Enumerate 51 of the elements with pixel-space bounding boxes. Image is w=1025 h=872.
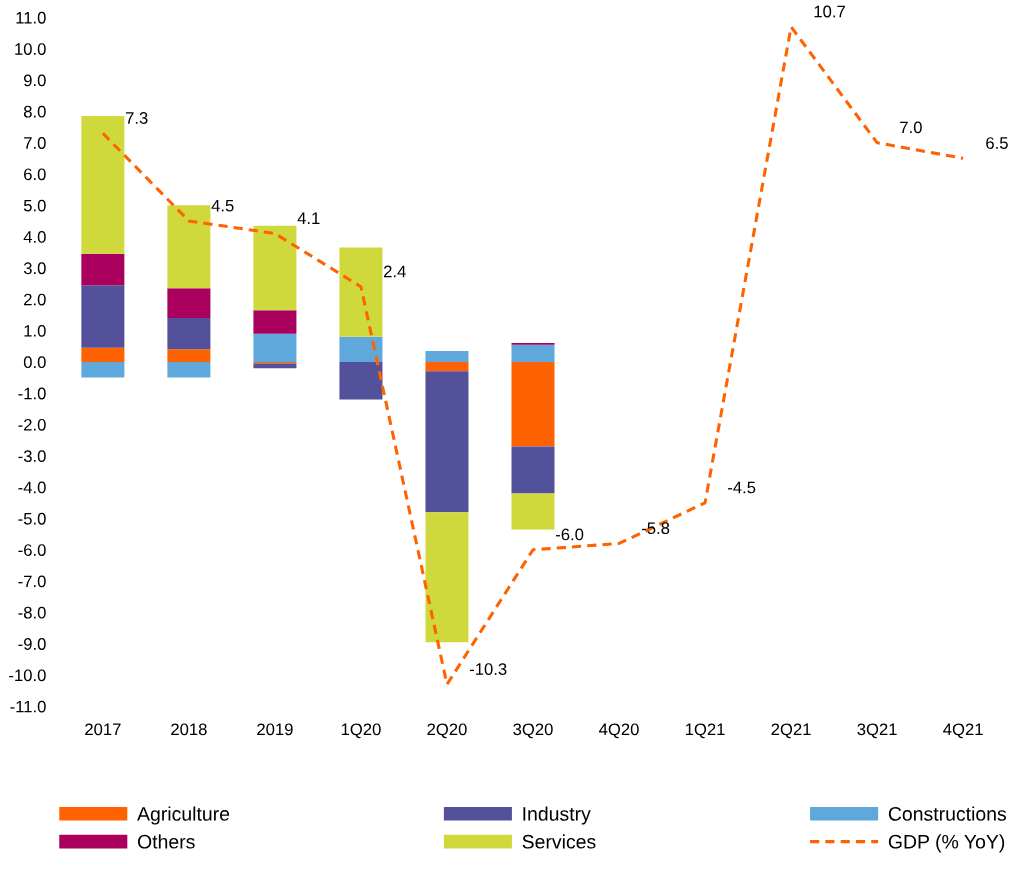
data-label: 4.5: [211, 199, 234, 212]
y-tick-label: -11.0: [10, 700, 46, 713]
y-tick-label: 1.0: [24, 324, 46, 337]
legend-label: GDP (% YoY): [888, 834, 1005, 853]
y-tick-label: 3.0: [23, 262, 46, 275]
y-tick-label: -10.0: [9, 669, 46, 682]
x-tick-label: 2Q21: [771, 723, 811, 739]
y-tick-label: -7.0: [18, 575, 46, 588]
data-label: 7.0: [900, 121, 922, 134]
data-label: -6.0: [555, 528, 584, 541]
data-label: -4.5: [728, 481, 756, 494]
x-tick-label: 2018: [171, 723, 207, 736]
data-label: -5.8: [641, 522, 670, 535]
y-tick-label: 8.0: [23, 105, 46, 118]
y-tick-label: 9.0: [24, 74, 46, 87]
y-tick-label: -1.0: [18, 387, 46, 400]
legend-label: Others: [137, 834, 195, 849]
data-label: -10.3: [469, 663, 507, 675]
y-tick-label: 11.0: [16, 11, 46, 24]
x-tick-label: 4Q21: [943, 723, 983, 739]
x-tick-label: 3Q20: [513, 723, 553, 739]
x-tick-label: 3Q21: [857, 723, 897, 739]
y-tick-label: -9.0: [18, 638, 46, 650]
x-tick-label: 2Q20: [427, 723, 467, 739]
y-tick-label: -3.0: [18, 450, 46, 463]
data-label: 7.3: [125, 112, 148, 124]
legend-label: Constructions: [888, 806, 1007, 821]
x-tick-label: 2017: [85, 723, 121, 736]
y-tick-label: 4.0: [23, 231, 46, 243]
y-tick-label: -6.0: [18, 544, 46, 556]
legend-label: Agriculture: [137, 806, 230, 825]
data-label: 4.1: [297, 212, 320, 224]
y-tick-label: 0.0: [23, 356, 46, 369]
data-label: 2.4: [384, 265, 406, 278]
x-tick-label: 1Q21: [685, 723, 725, 739]
data-label: 10.7: [814, 5, 845, 18]
y-tick-label: 5.0: [23, 199, 46, 212]
x-tick-label: 4Q20: [599, 723, 639, 739]
legend-label: Industry: [523, 806, 591, 825]
y-tick-label: -2.0: [18, 418, 46, 431]
legend-label: Services: [522, 834, 596, 849]
x-tick-label: 2019: [257, 723, 293, 736]
y-tick-label: 6.0: [24, 168, 46, 181]
data-label: 6.5: [986, 137, 1008, 149]
y-tick-label: -8.0: [18, 606, 46, 619]
y-tick-label: -5.0: [18, 512, 46, 525]
x-tick-label: 1Q20: [341, 723, 381, 739]
y-tick-label: 10.0: [15, 43, 46, 55]
y-tick-label: 7.0: [24, 137, 46, 149]
y-tick-label: -4.0: [18, 481, 46, 494]
y-tick-label: 2.0: [24, 293, 46, 306]
